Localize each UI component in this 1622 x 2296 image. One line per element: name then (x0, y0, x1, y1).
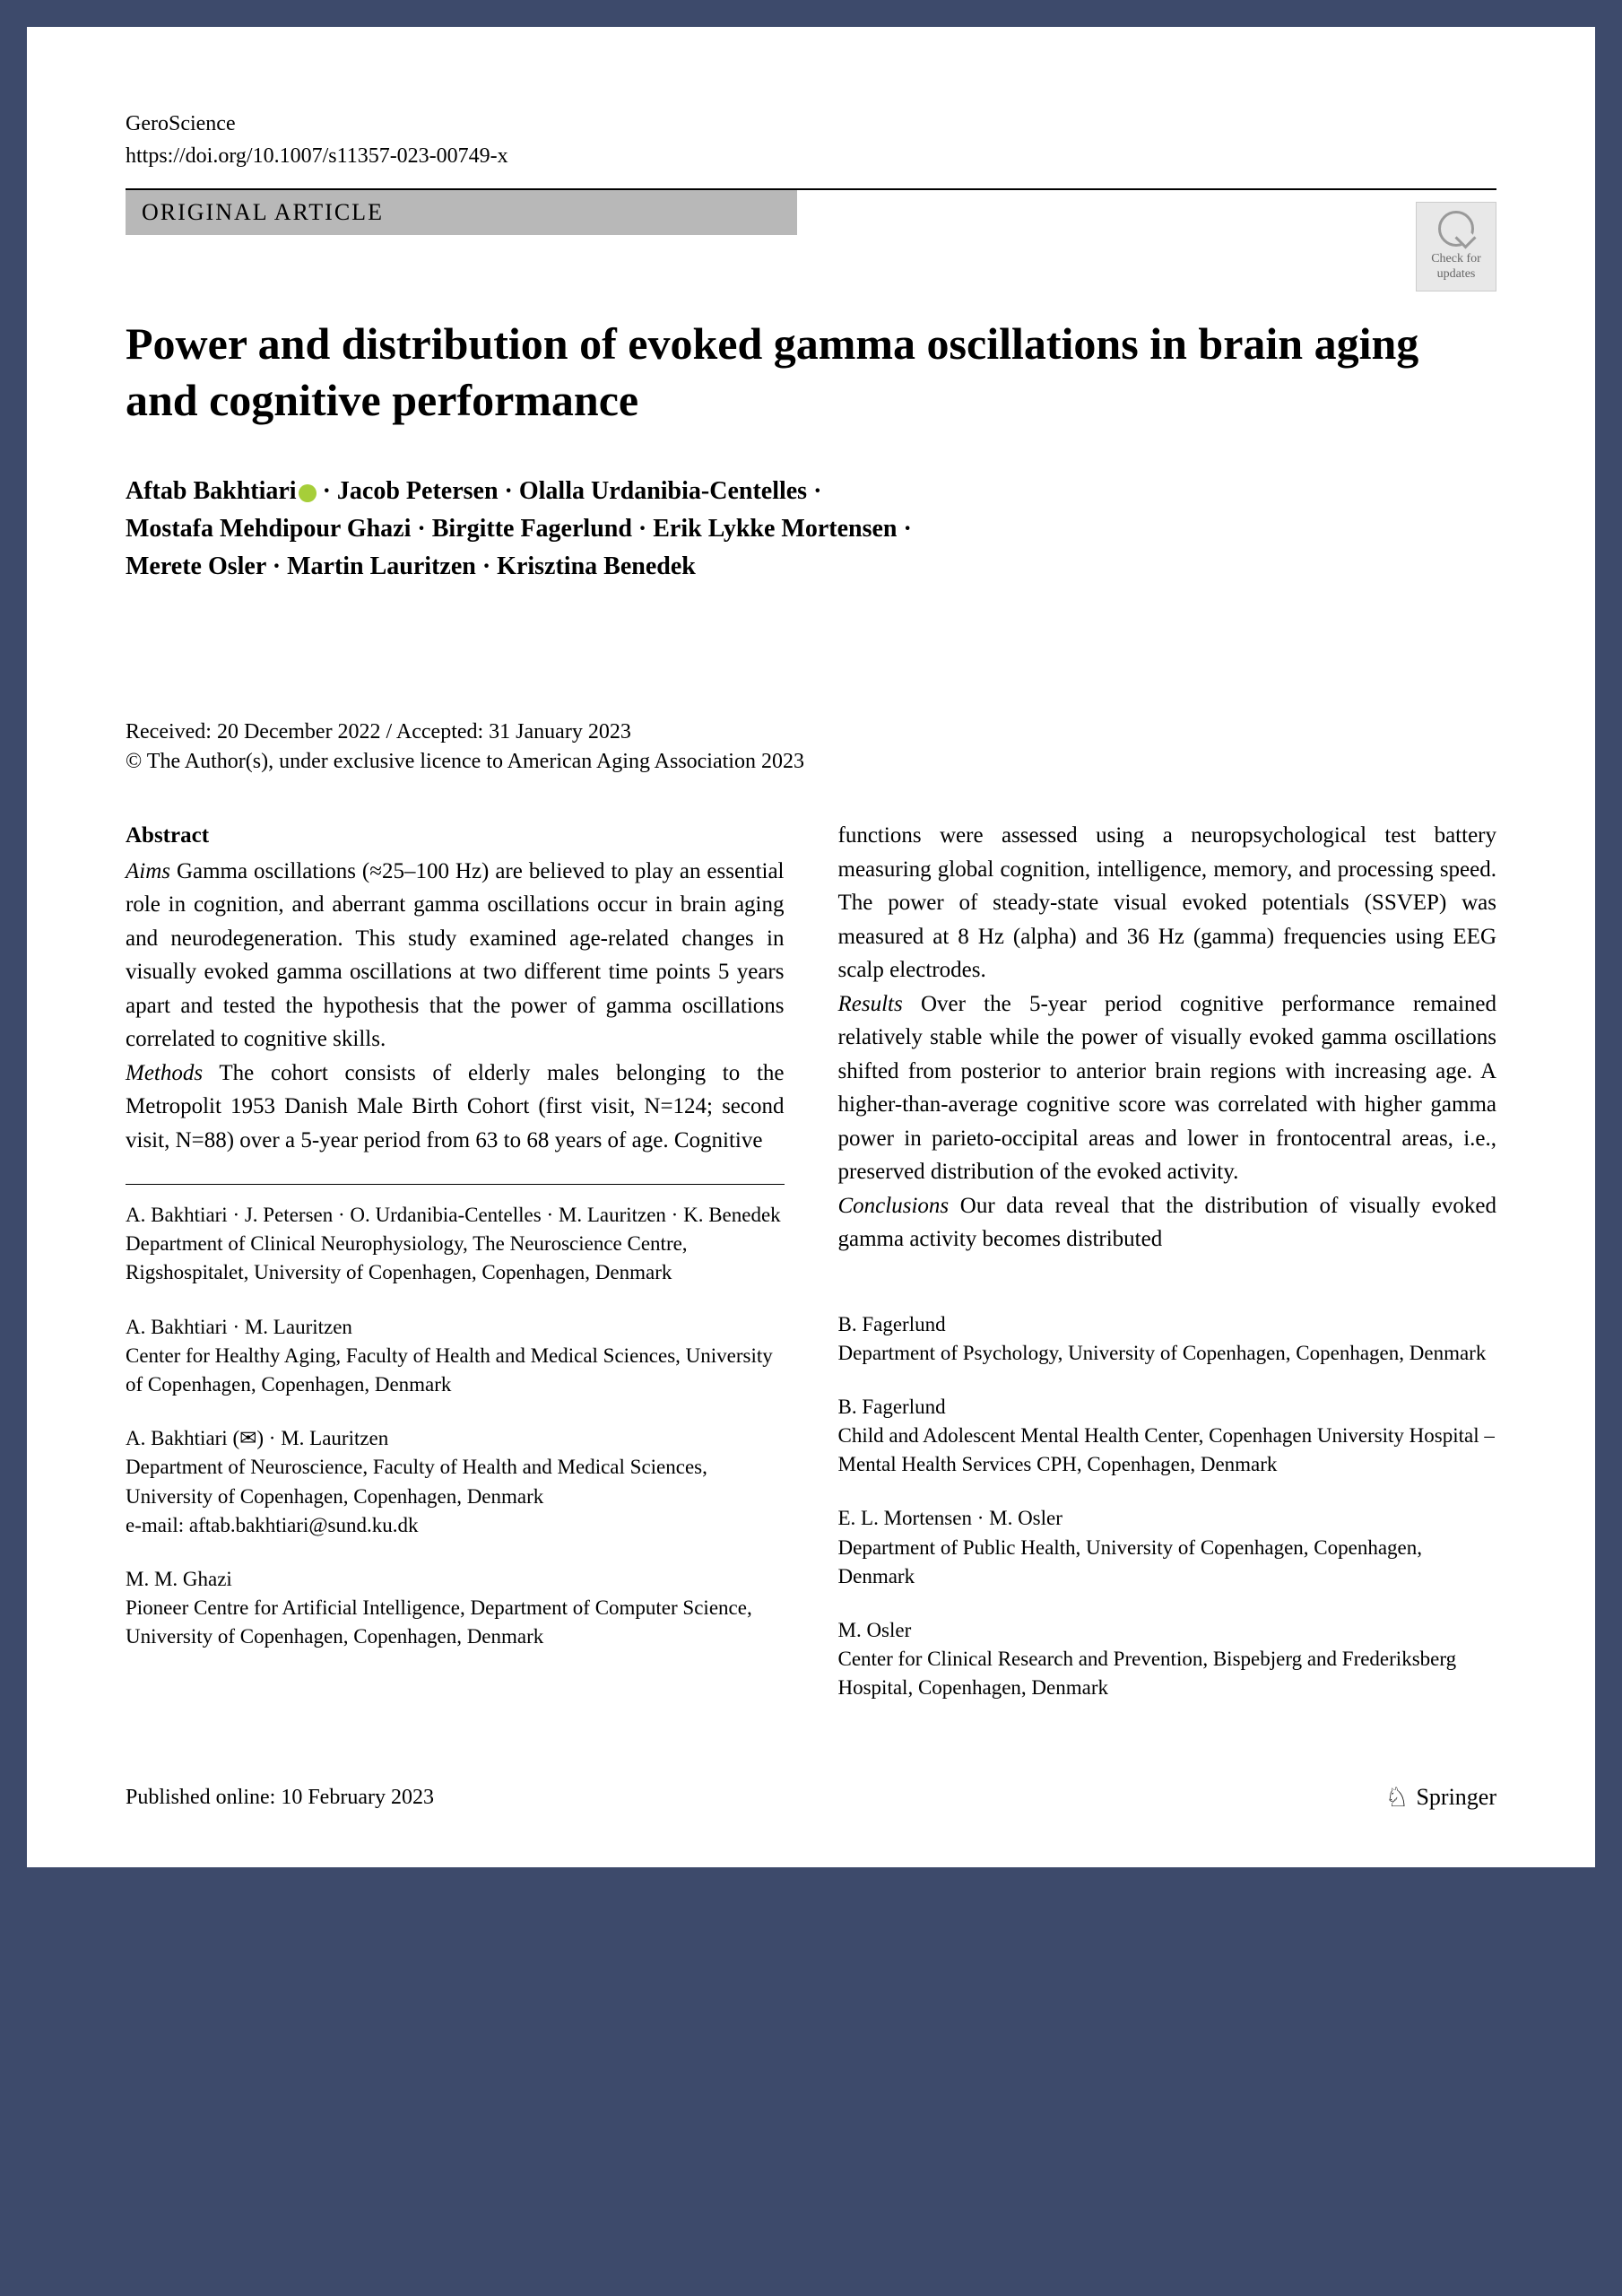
affil-block: B. Fagerlund Department of Psychology, U… (838, 1310, 1497, 1368)
abstract-heading: Abstract (126, 819, 785, 853)
affil-names: B. Fagerlund (838, 1393, 1497, 1422)
affil-names: A. Bakhtiari · M. Lauritzen (126, 1313, 785, 1342)
author-line1b: · Jacob Petersen · Olalla Urdanibia-Cent… (317, 477, 822, 505)
affiliations-right: B. Fagerlund Department of Psychology, U… (838, 1310, 1497, 1703)
affil-dept: Department of Public Health, University … (838, 1536, 1423, 1587)
affil-block: A. Bakhtiari · M. Lauritzen Center for H… (126, 1313, 785, 1400)
left-column: Abstract Aims Gamma oscillations (≈25–10… (126, 819, 785, 1728)
aims-label: Aims (126, 859, 170, 883)
affil-block: A. Bakhtiari · J. Petersen · O. Urdanibi… (126, 1201, 785, 1288)
affil-names: M. M. Ghazi (126, 1565, 785, 1594)
abstract-continued: functions were assessed using a neuropsy… (838, 819, 1497, 987)
affil-email: e-mail: aftab.bakhtiari@sund.ku.dk (126, 1514, 418, 1536)
abstract-results: Results Over the 5-year period cognitive… (838, 987, 1497, 1189)
journal-name: GeroScience (126, 108, 1496, 140)
received-accepted: Received: 20 December 2022 / Accepted: 3… (126, 720, 1496, 744)
abstract-conclusions: Conclusions Our data reveal that the dis… (838, 1189, 1497, 1257)
conclusions-label: Conclusions (838, 1194, 950, 1218)
header-meta: GeroScience https://doi.org/10.1007/s113… (126, 108, 1496, 172)
affil-block: A. Bakhtiari (✉) · M. Lauritzen Departme… (126, 1424, 785, 1540)
doi-link[interactable]: https://doi.org/10.1007/s11357-023-00749… (126, 140, 1496, 172)
affil-names: E. L. Mortensen · M. Osler (838, 1504, 1497, 1533)
affil-names: B. Fagerlund (838, 1310, 1497, 1339)
page-footer: Published online: 10 February 2023 ♘ Spr… (126, 1782, 1496, 1813)
springer-horse-icon: ♘ (1385, 1782, 1409, 1813)
affil-dept: Center for Healthy Aging, Faculty of Hea… (126, 1344, 773, 1396)
affil-dept: Department of Clinical Neurophysiology, … (126, 1232, 688, 1283)
paper-page: GeroScience https://doi.org/10.1007/s113… (27, 27, 1595, 1867)
abstract-methods: Methods The cohort consists of elderly m… (126, 1057, 785, 1158)
author-list: Aftab Bakhtiari · Jacob Petersen · Olall… (126, 473, 1496, 586)
results-text: Over the 5-year period cognitive perform… (838, 992, 1497, 1185)
affil-dept: Center for Clinical Research and Prevent… (838, 1648, 1457, 1699)
article-type: ORIGINAL ARTICLE (126, 190, 797, 235)
results-label: Results (838, 992, 903, 1016)
author-line2: Mostafa Mehdipour Ghazi · Birgitte Fager… (126, 515, 912, 543)
published-online: Published online: 10 February 2023 (126, 1786, 434, 1810)
abstract-columns: Abstract Aims Gamma oscillations (≈25–10… (126, 819, 1496, 1728)
check-for-updates-badge[interactable]: Check for updates (1416, 202, 1496, 291)
affil-dept: Child and Adolescent Mental Health Cente… (838, 1424, 1495, 1475)
author-line3: Merete Osler · Martin Lauritzen · Kriszt… (126, 552, 696, 580)
affil-dept: Department of Psychology, University of … (838, 1342, 1487, 1364)
affiliations-left: A. Bakhtiari · J. Petersen · O. Urdanibi… (126, 1201, 785, 1651)
refresh-icon (1438, 211, 1474, 247)
publisher-name: Springer (1416, 1784, 1496, 1811)
affil-block: M. Osler Center for Clinical Research an… (838, 1616, 1497, 1703)
right-column: functions were assessed using a neuropsy… (838, 819, 1497, 1728)
affil-names: A. Bakhtiari (✉) · M. Lauritzen (126, 1424, 785, 1453)
affil-block: E. L. Mortensen · M. Osler Department of… (838, 1504, 1497, 1591)
methods-text: The cohort consists of elderly males bel… (126, 1061, 785, 1152)
author-first: Aftab Bakhtiari (126, 477, 297, 505)
publisher-logo: ♘ Springer (1385, 1782, 1496, 1813)
affiliation-rule (126, 1184, 785, 1185)
abstract-aims: Aims Gamma oscillations (≈25–100 Hz) are… (126, 855, 785, 1057)
methods-label: Methods (126, 1061, 203, 1085)
copyright: © The Author(s), under exclusive licence… (126, 750, 1496, 774)
affil-names: M. Osler (838, 1616, 1497, 1645)
orcid-icon[interactable] (299, 484, 317, 502)
aims-text: Gamma oscillations (≈25–100 Hz) are beli… (126, 859, 785, 1052)
affil-dept: Pioneer Centre for Artificial Intelligen… (126, 1596, 752, 1648)
affil-block: B. Fagerlund Child and Adolescent Mental… (838, 1393, 1497, 1480)
paper-title: Power and distribution of evoked gamma o… (126, 316, 1496, 428)
affil-names: A. Bakhtiari · J. Petersen · O. Urdanibi… (126, 1201, 785, 1230)
affil-block: M. M. Ghazi Pioneer Centre for Artificia… (126, 1565, 785, 1652)
check-updates-label: Check for updates (1417, 252, 1496, 283)
affil-dept: Department of Neuroscience, Faculty of H… (126, 1456, 707, 1507)
